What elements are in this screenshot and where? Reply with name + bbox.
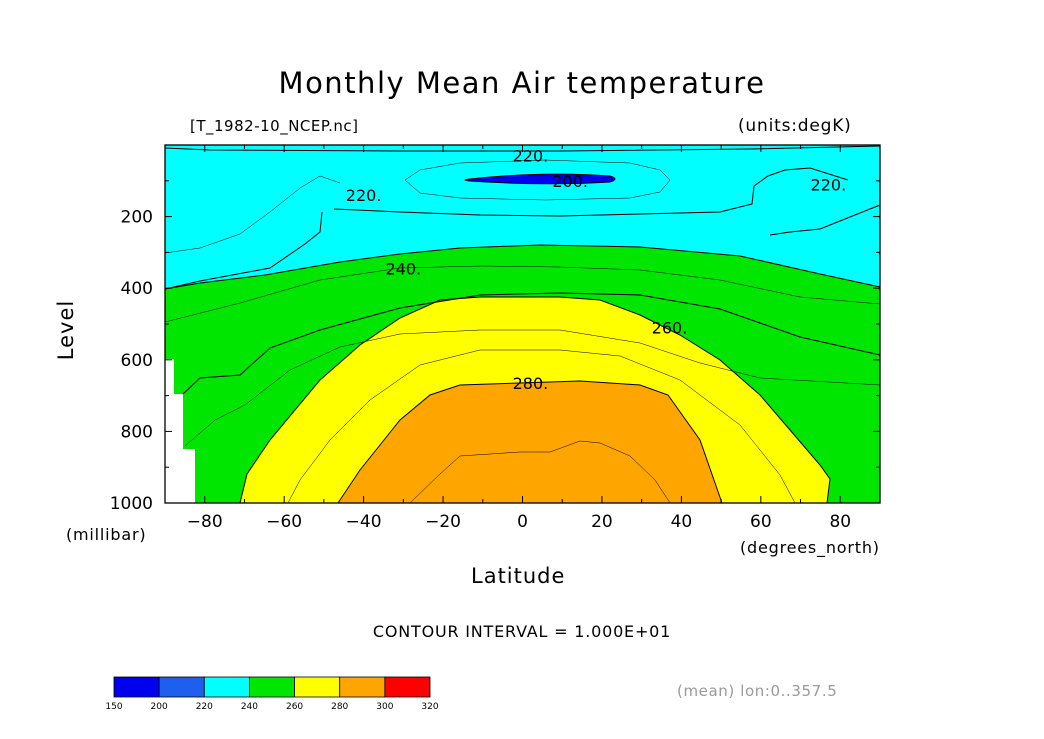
contour-label: 240. xyxy=(386,260,422,279)
source-file-label: [T_1982-10_NCEP.nc] xyxy=(190,117,359,135)
x-axis-label: Latitude xyxy=(471,564,566,588)
missing-data-region xyxy=(165,359,195,503)
colorbar-label: 300 xyxy=(376,702,393,712)
band-280-300 xyxy=(338,381,722,503)
colorbar-label: 240 xyxy=(241,702,258,712)
x-tick-label: −40 xyxy=(346,512,382,532)
colorbar: 150 200 220 240 260 280 300 320 xyxy=(105,676,439,712)
contour-lines xyxy=(164,145,881,504)
y-tick-label: 1000 xyxy=(110,494,153,514)
colorbar-label: 320 xyxy=(421,702,438,712)
colorbar-label: 200 xyxy=(151,702,168,712)
colorbar-label: 220 xyxy=(196,702,213,712)
contour-label: 220. xyxy=(513,147,549,166)
contour-label: 260. xyxy=(652,319,688,338)
colorbar-swatch xyxy=(203,676,250,698)
y-tick-label: 200 xyxy=(121,208,153,228)
y-axis-unit: (millibar) xyxy=(66,525,147,544)
colorbar-swatch xyxy=(294,676,341,698)
y-tick-label: 400 xyxy=(121,279,153,299)
contour-label: 200. xyxy=(552,172,588,191)
colorbar-label: 150 xyxy=(105,702,122,712)
contour-label: 220. xyxy=(811,175,847,194)
contour-labels: 220.200.220.220.240.260.280. xyxy=(346,147,847,393)
contour-label: 220. xyxy=(346,186,382,205)
x-tick-label: 0 xyxy=(517,512,528,532)
x-tick-label: 20 xyxy=(591,512,613,532)
y-tick-label: 800 xyxy=(121,422,153,442)
x-tick-label: 80 xyxy=(829,512,851,532)
x-tick-label: −80 xyxy=(187,512,223,532)
contour-label: 280. xyxy=(513,374,549,393)
x-tick-label: 40 xyxy=(671,512,693,532)
chart-title: Monthly Mean Air temperature xyxy=(278,66,766,100)
colorbar-label: 280 xyxy=(331,702,348,712)
x-tick-label: 60 xyxy=(750,512,772,532)
x-axis: −80 −60 −40 −20 0 20 40 60 80 xyxy=(164,145,881,532)
y-axis: 200 400 600 800 1000 xyxy=(110,180,880,514)
x-axis-unit: (degrees_north) xyxy=(740,538,880,557)
x-tick-label: −60 xyxy=(266,512,302,532)
mean-longitude-note: (mean) lon:0..357.5 xyxy=(677,682,838,700)
x-tick-label: −20 xyxy=(425,512,461,532)
colorbar-swatch xyxy=(158,676,205,698)
colorbar-label: 260 xyxy=(286,702,303,712)
y-tick-label: 600 xyxy=(121,351,153,371)
colorbar-swatch xyxy=(113,676,160,698)
contour-interval-text: CONTOUR INTERVAL = 1.000E+01 xyxy=(372,622,672,641)
colorbar-swatch xyxy=(339,676,386,698)
plot-area: 220.200.220.220.240.260.280. xyxy=(164,144,881,504)
colorbar-swatch xyxy=(249,676,295,698)
y-axis-label: Level xyxy=(54,299,78,361)
colorbar-swatch xyxy=(384,676,431,698)
units-label: (units:degK) xyxy=(738,116,852,136)
